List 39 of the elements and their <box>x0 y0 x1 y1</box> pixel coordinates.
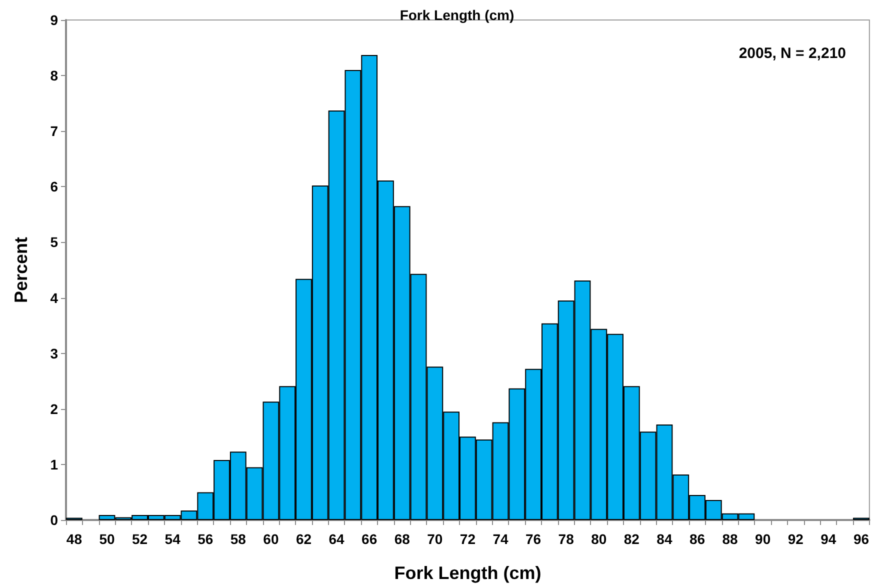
x-tick-label: 80 <box>591 531 607 547</box>
x-tick-label: 56 <box>198 531 214 547</box>
x-tick-label: 78 <box>558 531 574 547</box>
y-tick-label: 5 <box>50 234 58 250</box>
y-tick-label: 8 <box>50 68 58 84</box>
x-tick-label: 60 <box>263 531 279 547</box>
x-tick-label: 48 <box>66 531 82 547</box>
y-tick-label: 2 <box>50 400 58 417</box>
x-tick-label: 54 <box>164 531 181 547</box>
x-tick-label: 96 <box>853 531 870 547</box>
y-axis-title: Percent <box>11 236 31 304</box>
x-tick-label: 90 <box>755 531 771 547</box>
x-tick-label: 84 <box>656 531 672 547</box>
y-tick-label: 1 <box>50 456 58 472</box>
y-tick-label: 3 <box>50 345 58 362</box>
y-tick-label: 0 <box>50 512 58 528</box>
annotation: 2005, N = 2,210 <box>738 45 846 62</box>
x-tick-label: 64 <box>328 531 345 547</box>
x-tick-label: 66 <box>362 531 378 547</box>
x-tick-label: 72 <box>460 531 476 547</box>
y-tick-label: 7 <box>50 123 58 140</box>
x-tick-label: 68 <box>394 531 410 547</box>
x-tick-label: 88 <box>722 531 738 547</box>
x-tick-label: 70 <box>427 531 443 547</box>
x-tick-label: 86 <box>689 531 706 547</box>
y-tick-label: 9 <box>50 12 58 28</box>
y-tick-label: 6 <box>50 178 58 195</box>
x-axis-title: Fork Length (cm) <box>394 563 542 583</box>
x-tick-label: 52 <box>132 531 148 547</box>
x-tick-label: 94 <box>820 531 836 547</box>
x-tick-label: 76 <box>526 531 542 547</box>
x-tick-label: 92 <box>788 531 804 547</box>
x-tick-label: 50 <box>99 531 115 547</box>
y-tick-label: 4 <box>50 290 58 306</box>
x-tick-label: 74 <box>492 531 508 547</box>
x-tick-label: 58 <box>230 531 246 547</box>
x-tick-label: 82 <box>624 531 640 547</box>
x-tick-label: 62 <box>296 531 312 547</box>
chart-title: Fork Length (cm) <box>400 7 514 23</box>
